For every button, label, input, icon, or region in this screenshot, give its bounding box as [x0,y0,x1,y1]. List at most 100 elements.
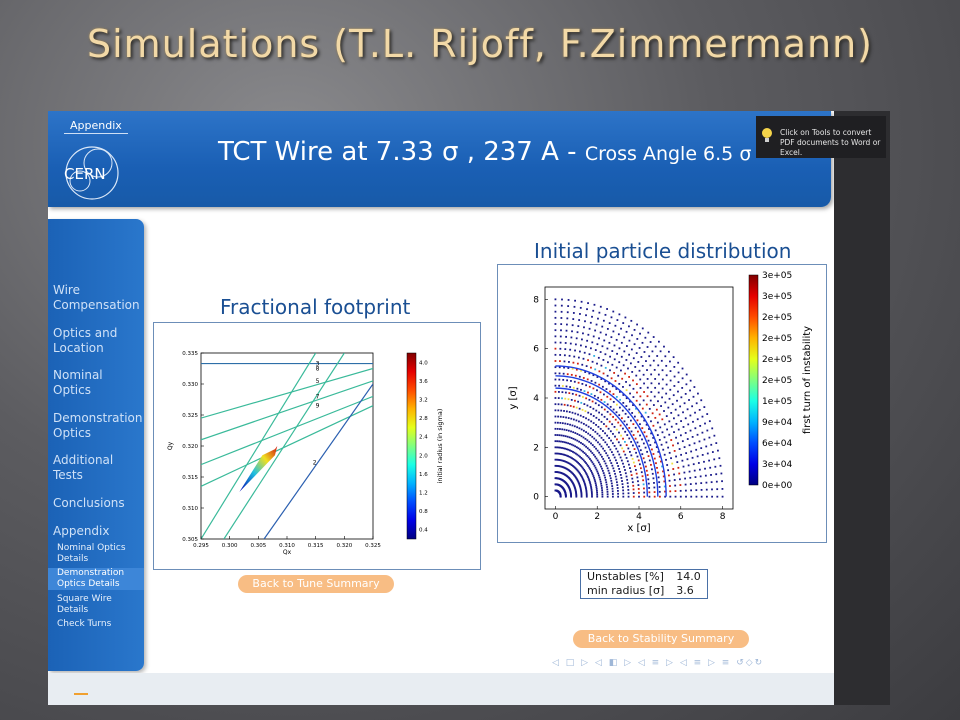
particle-point [612,453,615,456]
particle-point [604,462,607,465]
particle-point [619,398,622,401]
particle-point [561,440,564,443]
particle-point [582,429,585,432]
particle-point [585,431,587,434]
y-tick-label: 8 [533,295,539,305]
particle-point [632,423,635,426]
particle-point [597,461,600,464]
particle-point [586,404,589,407]
sidebar-item-wire-compensation[interactable]: Wire Compensation [53,283,140,312]
particle-point [590,442,592,445]
particle-point [573,425,576,428]
particle-point [590,366,592,369]
particle-point [601,345,604,348]
particle-point [708,436,711,439]
particle-point [628,463,630,466]
particle-point [610,479,613,482]
sidebar-subitem-check-turns[interactable]: Check Turns [57,619,112,629]
particle-point [565,467,568,470]
particle-point [582,450,584,453]
particle-point [703,406,706,408]
particle-point [618,347,621,350]
sidebar-item-optics-location[interactable]: Optics and Location [53,326,118,355]
particle-point [585,487,587,489]
colorbar-tick-label: 0e+00 [762,481,793,491]
sidebar-subitem-demonstration-optics-details[interactable]: Demonstration Optics Details [48,568,144,590]
colorbar-tick-label: 4.0 [419,360,428,366]
particle-point [681,377,684,380]
particle-point [581,396,584,398]
particle-point [560,310,563,313]
particle-point [658,481,661,484]
sidebar-item-appendix[interactable]: Appendix [53,524,110,538]
particle-point [611,490,614,493]
particle-point [585,417,587,420]
particle-point [691,456,694,459]
sidebar-item-nominal-optics[interactable]: Nominal Optics [53,368,103,397]
particle-point [686,438,689,440]
particle-point [596,376,599,378]
particle-point [566,468,569,471]
particle-point [668,420,671,423]
particle-point [607,446,610,448]
particle-point [604,479,607,481]
particle-point [554,360,557,362]
particle-point [593,437,596,440]
particle-point [603,460,606,463]
slide-title: Simulations (T.L. Rijoff, F.Zimmermann) [87,22,873,66]
beamer-navigation-icons[interactable]: ◁ □ ▷ ◁ ◧ ▷ ◁ ≡ ▷ ◁ ≡ ▷ ≡ ↺◇↻ [552,658,765,668]
sidebar-item-demonstration-optics[interactable]: Demonstration Optics [53,411,143,440]
particle-point [695,448,698,451]
particle-point [599,453,602,456]
particle-point [588,398,591,401]
particle-point [595,416,598,419]
particle-point [658,382,660,385]
sidebar-item-conclusions[interactable]: Conclusions [53,496,125,510]
particle-point [657,400,659,403]
particle-point [651,350,654,353]
particle-point [615,459,617,462]
particle-point [631,334,633,337]
particle-point [586,378,589,381]
particle-point [628,376,631,378]
particle-point [661,465,663,468]
back-to-stability-summary-button[interactable]: Back to Stability Summary [573,630,749,648]
sidebar-subitem-square-wire-details[interactable]: Square Wire Details [57,594,112,615]
particle-point [571,367,574,370]
pdf-tools-tooltip[interactable]: Click on Tools to convert PDF documents … [756,116,886,158]
back-to-tune-summary-button[interactable]: Back to Tune Summary [238,575,394,593]
particle-point [575,495,578,498]
particle-point [605,483,608,486]
particle-point [668,433,671,436]
sidebar-subitem-nominal-optics-details[interactable]: Nominal Optics Details [57,543,126,564]
particle-point [576,387,579,390]
particle-point [615,395,618,398]
particle-point [586,463,589,466]
particle-point [637,361,640,363]
particle-point [692,463,695,466]
particle-point [594,480,597,483]
particle-point [563,354,566,357]
particle-point [562,466,565,469]
particle-point [616,319,619,321]
particle-point [708,459,711,462]
particle-point [554,353,557,356]
particle-point [557,452,560,455]
particle-point [563,428,566,431]
particle-point [602,430,604,432]
particle-point [576,439,579,442]
resonance-line [201,367,373,419]
particle-point [610,377,613,380]
particle-point [593,355,596,357]
particle-point [577,480,580,483]
particle-point [586,447,589,450]
particle-point [673,431,675,434]
particle-point [638,347,641,349]
particle-point [609,405,612,408]
particle-point [632,488,635,491]
particle-point [623,350,626,353]
particle-point [598,370,601,373]
sidebar-item-additional-tests[interactable]: Additional Tests [53,453,114,482]
particle-point [565,429,568,432]
colorbar-label: first turn of instability [802,326,813,434]
